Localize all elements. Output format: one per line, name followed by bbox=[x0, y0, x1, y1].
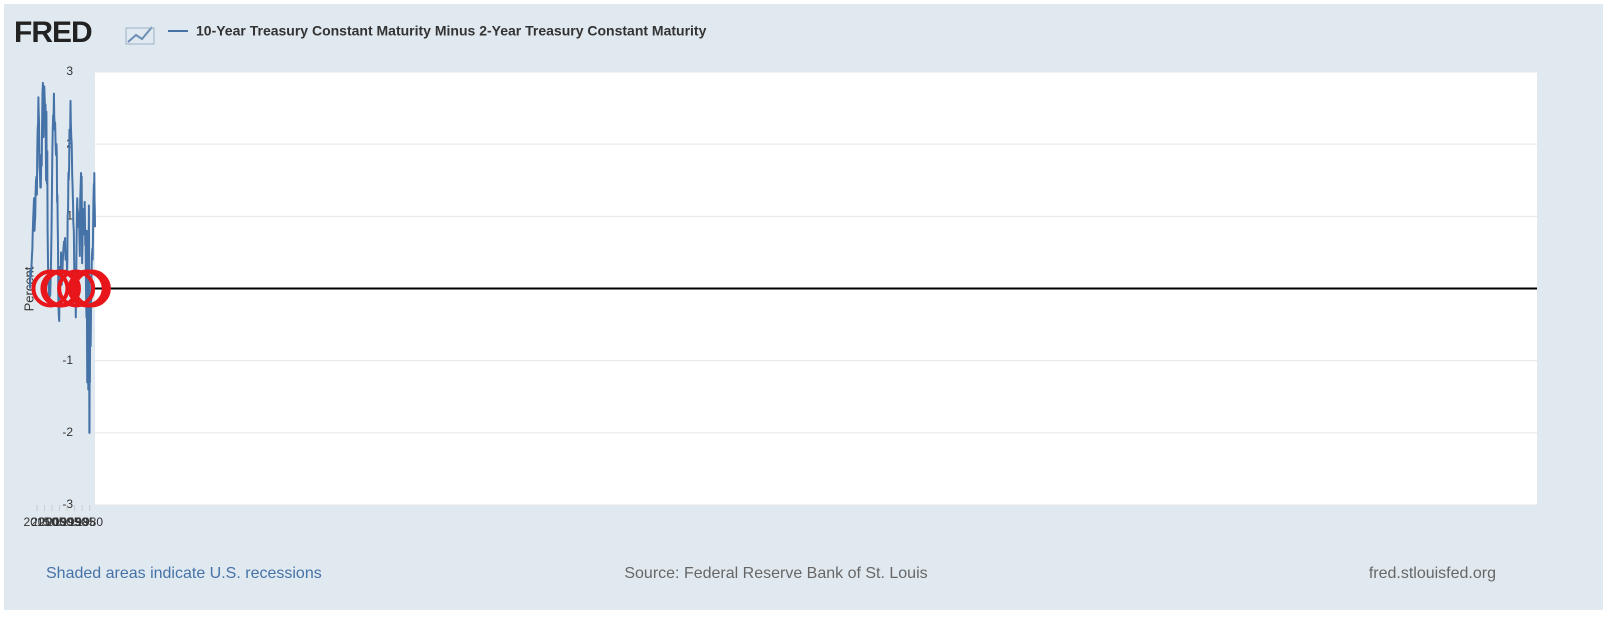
inversion-circle bbox=[31, 269, 70, 308]
y-tick-label: 1 bbox=[66, 209, 73, 223]
y-tick-label: -2 bbox=[62, 425, 73, 439]
site[interactable]: fred.stlouisfed.org bbox=[1369, 565, 1496, 582]
logo: FRED bbox=[14, 16, 92, 49]
x-tick-label: 1995 bbox=[54, 515, 81, 529]
x-tick-label: 2000 bbox=[46, 515, 73, 529]
y-tick-label: 3 bbox=[66, 64, 73, 78]
x-tick-label: 2010 bbox=[31, 515, 58, 529]
legend-label: 10-Year Treasury Constant Maturity Minus… bbox=[196, 23, 707, 39]
y-axis-label: Percent bbox=[21, 266, 36, 311]
logo-icon-frame bbox=[125, 27, 155, 45]
x-tick-label: 1980 bbox=[76, 515, 103, 529]
x-tick-label: 1985 bbox=[69, 515, 96, 529]
recession-note[interactable]: Shaded areas indicate U.S. recessions bbox=[46, 565, 322, 582]
x-tick-label: 2015 bbox=[24, 515, 51, 529]
x-tick-label: 1990 bbox=[61, 515, 88, 529]
inversion-circle bbox=[40, 269, 79, 308]
logo-icon bbox=[127, 26, 153, 43]
x-tick-label: 2005 bbox=[39, 515, 66, 529]
inversion-circle bbox=[67, 269, 106, 308]
inversion-circle bbox=[57, 269, 96, 308]
y-tick-label: -1 bbox=[62, 353, 73, 367]
y-tick-label: -3 bbox=[62, 497, 73, 511]
data-line bbox=[29, 81, 96, 434]
source: Source: Federal Reserve Bank of St. Loui… bbox=[624, 565, 927, 582]
